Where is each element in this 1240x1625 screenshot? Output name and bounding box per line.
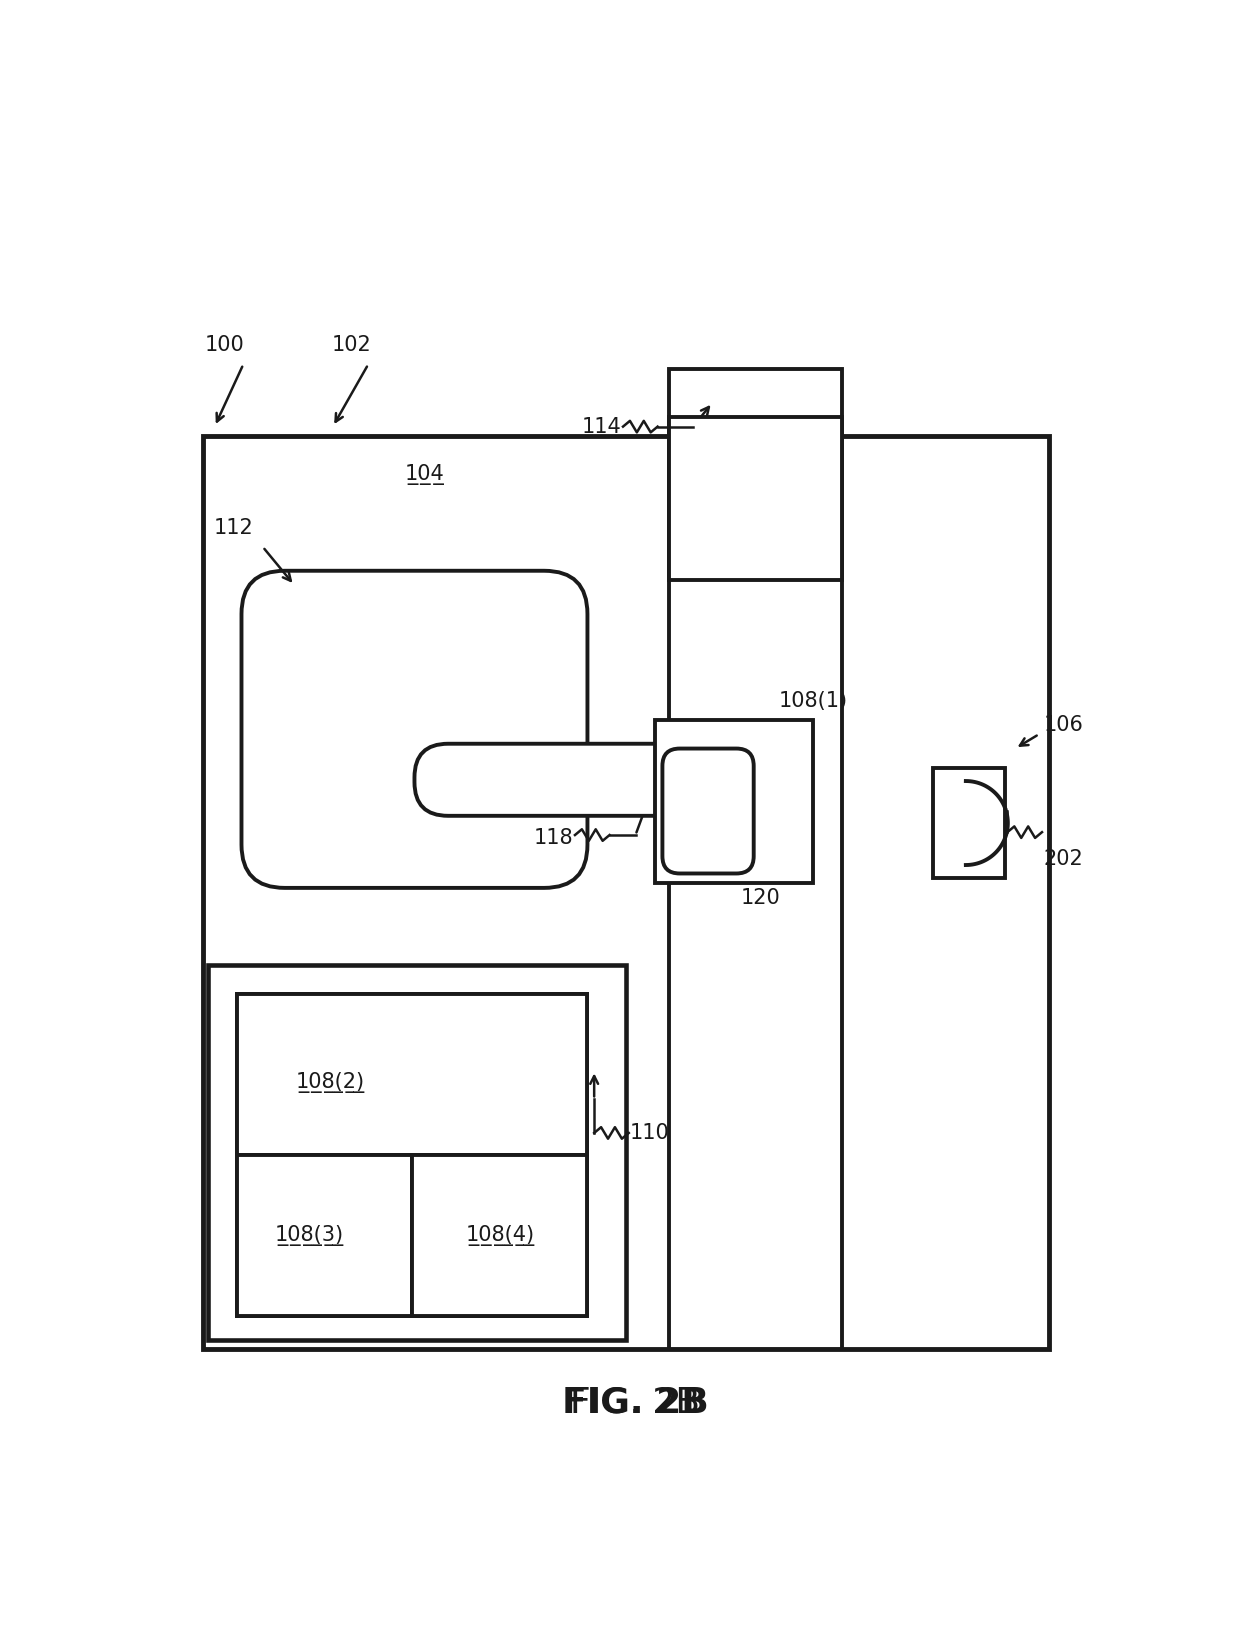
Text: 120: 120 xyxy=(740,887,780,907)
Text: 202: 202 xyxy=(1043,850,1083,869)
FancyBboxPatch shape xyxy=(242,570,588,887)
Bar xyxy=(203,436,1049,1349)
Bar xyxy=(237,993,588,1316)
Text: 1̲0̲8̲(̲3̲)̲: 1̲0̲8̲(̲3̲)̲ xyxy=(274,1225,343,1245)
Text: 102: 102 xyxy=(332,335,372,354)
Bar xyxy=(934,767,1006,878)
Text: 108(1): 108(1) xyxy=(779,691,848,710)
Text: 114: 114 xyxy=(582,416,621,437)
Text: 118: 118 xyxy=(534,827,574,848)
FancyBboxPatch shape xyxy=(662,749,754,874)
Bar xyxy=(412,1155,588,1316)
Bar xyxy=(655,720,813,882)
FancyBboxPatch shape xyxy=(414,744,708,816)
Text: 110: 110 xyxy=(630,1123,670,1142)
Text: FIG. 2B: FIG. 2B xyxy=(562,1384,709,1419)
Text: FIG. 2B: FIG. 2B xyxy=(570,1384,701,1419)
Bar xyxy=(237,1155,412,1316)
Text: 1̲0̲4̲: 1̲0̲4̲ xyxy=(404,465,444,486)
Bar xyxy=(208,965,626,1339)
Text: 106: 106 xyxy=(1043,715,1083,734)
Text: 1̲0̲8̲(̲2̲)̲: 1̲0̲8̲(̲2̲)̲ xyxy=(295,1071,365,1092)
Bar xyxy=(670,369,842,1349)
Bar xyxy=(670,418,842,580)
Bar xyxy=(237,993,588,1155)
Text: 100: 100 xyxy=(205,335,244,354)
Text: 1̲0̲8̲(̲4̲)̲: 1̲0̲8̲(̲4̲)̲ xyxy=(465,1225,534,1245)
Text: 112: 112 xyxy=(215,517,254,538)
